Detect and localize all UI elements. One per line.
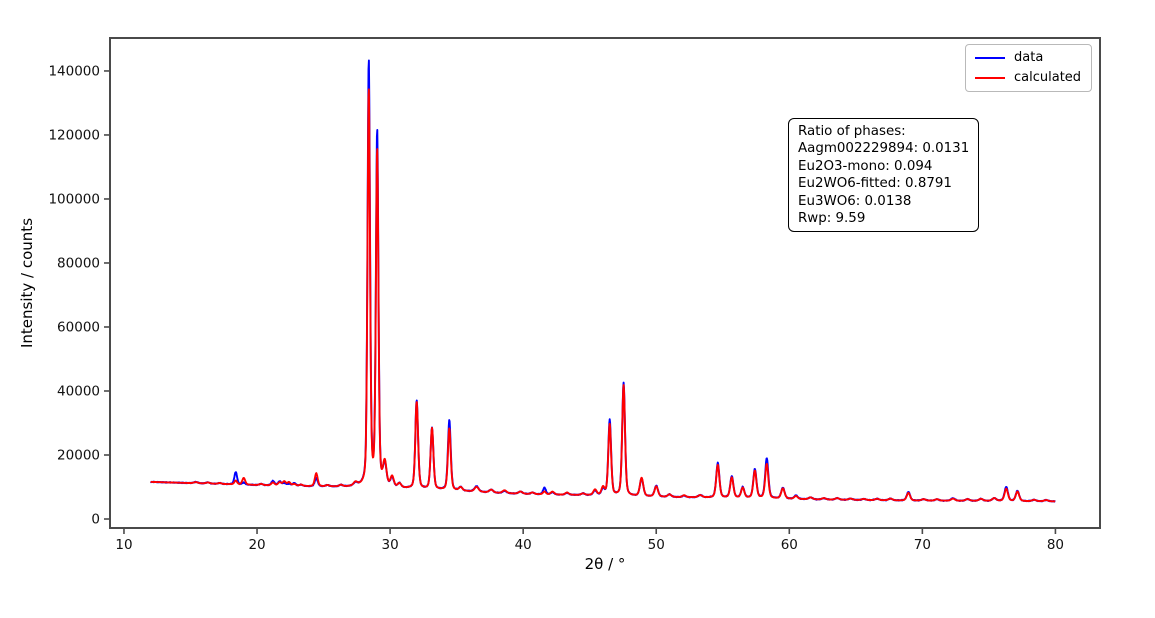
calculated-series-line — [150, 88, 1056, 503]
annotation-line: Eu3WO6: 0.0138 — [798, 193, 912, 209]
x-tick-label: 70 — [914, 537, 931, 553]
legend-item-data: data — [975, 51, 1081, 65]
y-tick-label: 60000 — [57, 319, 100, 335]
legend-label-calculated: calculated — [1014, 70, 1082, 85]
y-tick-label: 80000 — [57, 255, 100, 271]
x-axis-label: 2θ / ° — [584, 555, 626, 573]
y-tick-label: 100000 — [48, 191, 100, 207]
data-series-swatch — [975, 57, 1005, 59]
y-tick-label: 20000 — [57, 448, 100, 464]
y-tick-label: 40000 — [57, 383, 100, 399]
y-tick-label: 120000 — [48, 127, 100, 143]
x-tick-label: 60 — [781, 537, 798, 553]
annotation-line: Eu2O3-mono: 0.094 — [798, 158, 933, 174]
legend: data calculated — [965, 44, 1093, 92]
x-tick-label: 80 — [1047, 537, 1064, 553]
annotation-line: Eu2WO6-fitted: 0.8791 — [798, 176, 952, 192]
x-tick-label: 30 — [382, 537, 399, 553]
x-tick-label: 10 — [115, 537, 132, 553]
phase-ratio-annotation: Ratio of phases: Aagm002229894: 0.0131 E… — [788, 118, 980, 233]
x-tick-label: 40 — [515, 537, 532, 553]
annotation-line: Aagm002229894: 0.0131 — [798, 141, 970, 157]
x-tick-label: 50 — [648, 537, 665, 553]
x-tick-label: 20 — [248, 537, 265, 553]
y-tick-label: 140000 — [48, 63, 100, 79]
legend-item-calculated: calculated — [975, 71, 1081, 85]
y-axis-label: Intensity / counts — [18, 217, 36, 349]
legend-label-data: data — [1014, 50, 1044, 65]
plot-border — [109, 37, 1101, 529]
calculated-series-swatch — [975, 77, 1005, 79]
y-tick-label: 0 — [91, 512, 100, 528]
annotation-line: Ratio of phases: — [798, 124, 906, 139]
annotation-line: Rwp: 9.59 — [798, 211, 866, 227]
